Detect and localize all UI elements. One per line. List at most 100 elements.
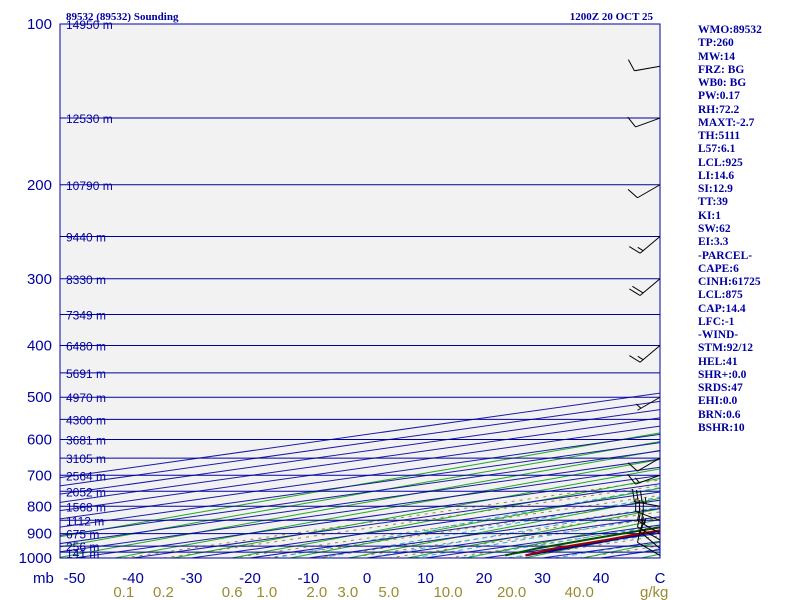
height-label: 12530 m <box>66 112 113 126</box>
stability-parameters-panel: WMO:89532 TP:260 MW:14 FRZ: BG WB0: BG PW:0.1… <box>698 24 798 435</box>
parameter-row: KI:1 <box>698 209 721 222</box>
temperature-tick-label: C <box>655 570 666 587</box>
height-label: 3105 m <box>66 452 106 466</box>
parameter-row: L57:6.1 <box>698 143 736 156</box>
temperature-tick-label: 20 <box>476 570 493 587</box>
mixing-ratio-label: 1.0 <box>256 584 277 600</box>
isotherm-line <box>60 400 660 487</box>
pressure-label: 500 <box>27 389 52 406</box>
isotherm-line <box>60 409 660 495</box>
isotherm-line <box>60 442 660 528</box>
mixing-ratio-label: 0.6 <box>222 584 243 600</box>
dewpoint-trace-line <box>504 526 660 557</box>
height-label: 675 m <box>66 528 99 542</box>
station-title: 89532 (89532) Sounding <box>66 11 179 23</box>
mixing-ratio-label: 20.0 <box>497 584 526 600</box>
wind-barb <box>627 473 661 485</box>
height-label: 4970 m <box>66 391 106 405</box>
parameter-row: -WIND- <box>698 329 739 342</box>
height-label: 14950 m <box>66 18 113 32</box>
pressure-label: 700 <box>27 467 52 484</box>
parameter-row: STM:92/12 <box>698 342 753 355</box>
wind-barb <box>629 345 661 363</box>
x-axis-unit-label: mb <box>33 570 54 587</box>
height-label: 10790 m <box>66 179 113 193</box>
moist-adiabat-line <box>366 506 660 558</box>
wind-barb <box>639 519 661 549</box>
mixing-ratio-label: 2.0 <box>306 584 327 600</box>
isotherm-line <box>60 417 660 503</box>
parameter-row: SRDS:47 <box>698 382 743 395</box>
valid-time: 1200Z 20 OCT 25 <box>570 11 654 23</box>
plot-area <box>60 24 660 558</box>
temperature-tick-label: -30 <box>181 570 203 587</box>
parameter-row: TP:260 <box>698 37 734 50</box>
isotherm-line <box>60 458 660 545</box>
pressure-label: 300 <box>27 271 52 288</box>
parameter-row: MW:14 <box>698 50 736 63</box>
wind-barb <box>636 529 661 556</box>
parameter-row: LCL:925 <box>698 156 743 169</box>
height-label: 1112 m <box>66 514 104 528</box>
wind-barb <box>627 184 661 199</box>
wind-barb <box>629 236 661 254</box>
parameter-row: CINH:61725 <box>698 276 761 289</box>
parameter-row: HEL:41 <box>698 355 738 368</box>
parameter-row: BRN:0.6 <box>698 408 741 421</box>
mixing-ratio-line <box>123 479 660 558</box>
wind-barb <box>629 278 661 296</box>
temperature-tick-label: -50 <box>64 570 86 587</box>
temperature-tick-label: 30 <box>534 570 551 587</box>
plot-frame <box>59 23 661 559</box>
height-label: 2564 m <box>66 469 106 483</box>
parameter-row: TT:39 <box>698 196 728 209</box>
wind-barb <box>632 489 661 507</box>
temperature-tick-label: -40 <box>122 570 144 587</box>
moist-adiabat-line <box>413 515 660 558</box>
height-label: 141 m <box>66 547 99 561</box>
parameter-row: LFC:-1 <box>698 315 735 328</box>
pressure-label: 1000 <box>19 550 52 567</box>
temperature-tick-label: 0 <box>363 570 371 587</box>
height-label: 8330 m <box>66 273 106 287</box>
mixing-ratio-label: 10.0 <box>433 584 462 600</box>
pressure-label: 100 <box>27 16 52 33</box>
pressure-label: 200 <box>27 177 52 194</box>
parameter-row: WB0: BG <box>698 77 747 90</box>
height-label: 2052 m <box>66 485 106 499</box>
parameter-row: EHI:0.0 <box>698 395 738 408</box>
temperature-tick-label: 10 <box>417 570 434 587</box>
parameter-row: FRZ: BG <box>698 63 745 76</box>
pressure-label: 600 <box>27 432 52 449</box>
wind-barb <box>635 396 661 411</box>
parameter-row: WMO:89532 <box>698 24 762 36</box>
parameter-row: MAXT:-2.7 <box>698 116 755 129</box>
mixing-ratio-label: 3.0 <box>337 584 358 600</box>
height-label: 3681 m <box>66 434 106 448</box>
temperature-tick-label: 40 <box>593 570 610 587</box>
mixing-ratio-line <box>163 485 660 558</box>
isotherm-line <box>60 425 660 512</box>
height-label: 5691 m <box>66 367 106 381</box>
height-label: 256 m <box>66 540 99 554</box>
pressure-label: 800 <box>27 498 52 515</box>
isotherm-line <box>60 433 660 520</box>
temperature-tick-label: -20 <box>239 570 261 587</box>
height-label: 7349 m <box>66 309 106 323</box>
wind-barb <box>627 59 661 72</box>
wind-barb <box>627 457 661 472</box>
isotherm-line <box>60 392 660 479</box>
parameter-row: SW:62 <box>698 222 731 235</box>
mixing-ratio-label: 0.1 <box>113 584 134 600</box>
parameter-row: SI:12.9 <box>698 183 733 196</box>
height-label: 1568 m <box>66 500 106 514</box>
parameter-row: LCL:875 <box>698 289 743 302</box>
isotherm-line <box>60 466 660 553</box>
mixing-ratio-line <box>232 494 660 558</box>
parameter-row: -PARCEL- <box>698 249 753 262</box>
parameter-row: CAP:14.4 <box>698 302 746 315</box>
parameter-row: CAPE:6 <box>698 262 739 275</box>
parameter-row: RH:72.2 <box>698 103 740 116</box>
parameter-row: BSHR:10 <box>698 421 745 434</box>
